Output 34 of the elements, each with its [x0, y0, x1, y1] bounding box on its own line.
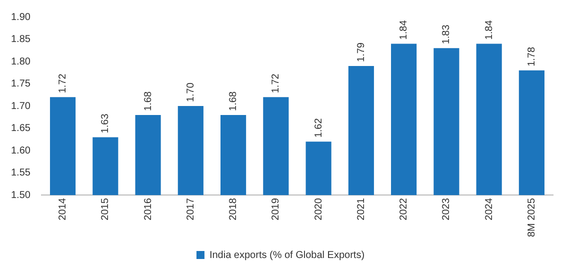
y-tick-label: 1.75 — [10, 78, 31, 90]
x-tick-label: 2017 — [185, 198, 196, 220]
y-tick-label: 1.65 — [10, 123, 31, 134]
y-tick-label: 1.80 — [10, 56, 31, 68]
data-label: 1.68 — [142, 91, 154, 111]
x-tick-label: 2015 — [100, 198, 112, 220]
x-tick-label: 2018 — [228, 198, 240, 220]
data-label: 1.68 — [228, 91, 240, 111]
data-label: 1.62 — [313, 118, 324, 138]
y-tick-label: 1.90 — [10, 12, 31, 23]
data-label: 1.79 — [356, 42, 367, 62]
y-tick-label: 1.50 — [10, 190, 31, 201]
data-label: 1.83 — [441, 24, 452, 44]
x-tick-label: 2024 — [484, 198, 495, 220]
x-tick-label: 8M 2025 — [526, 198, 538, 238]
y-tick-label: 1.85 — [10, 34, 31, 46]
x-tick-label: 2020 — [313, 198, 324, 220]
y-tick-label: 1.70 — [10, 100, 31, 112]
data-label: 1.70 — [185, 82, 196, 102]
data-label: 1.84 — [398, 20, 410, 40]
data-label: 1.72 — [58, 73, 69, 94]
x-tick-label: 2021 — [356, 198, 367, 220]
x-tick-label: 2019 — [270, 198, 282, 220]
data-label: 1.84 — [484, 20, 495, 40]
x-tick-label: 2022 — [398, 198, 410, 220]
data-label: 1.78 — [526, 46, 538, 66]
data-label: 1.72 — [270, 73, 282, 94]
data-label: 1.63 — [100, 113, 112, 134]
x-tick-label: 2014 — [58, 198, 69, 220]
y-tick-label: 1.55 — [10, 168, 31, 179]
x-tick-label: 2016 — [142, 198, 154, 220]
legend-label: India exports (% of Global Exports) — [209, 250, 365, 261]
x-tick-label: 2023 — [441, 198, 452, 220]
y-tick-label: 1.60 — [10, 145, 31, 156]
